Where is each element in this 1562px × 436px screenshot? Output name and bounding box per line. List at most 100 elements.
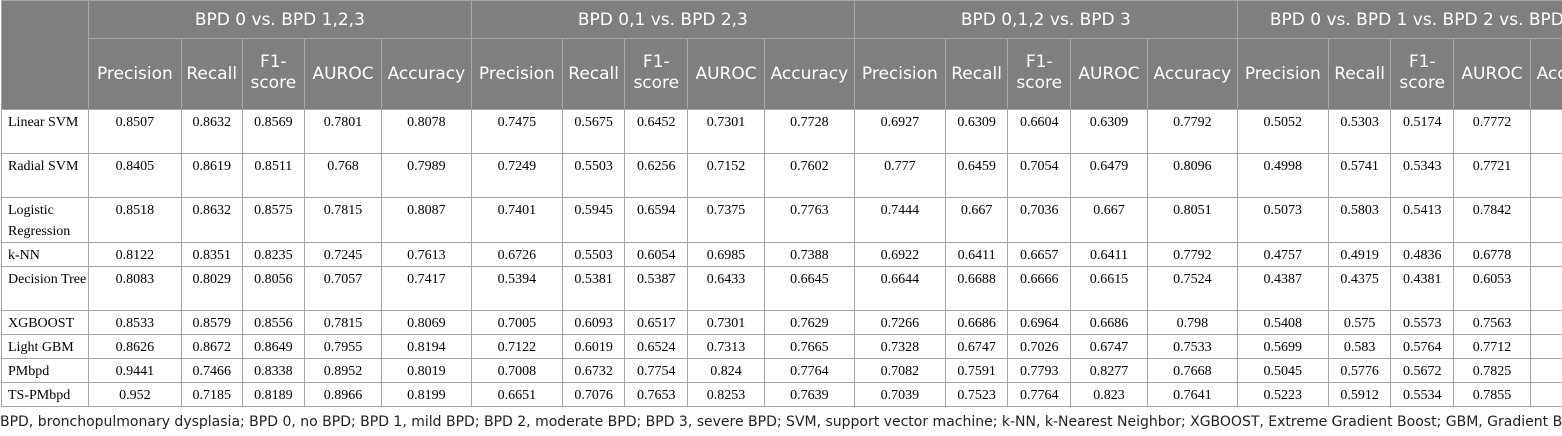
value-cell: 0.9441 [87,358,182,383]
table-row: Light GBM 0.8626 0.8672 0.8649 0.7955 0.8194 0… [1,334,1562,359]
value-cell: 0.7855 [1453,382,1531,407]
value-cell: 0.5413 [1390,197,1455,243]
value-cell: 0.7417 [380,266,472,311]
value-cell: 0.6985 [687,242,765,267]
value-cell: 0.6411 [944,242,1009,267]
value-cell: 0.8632 [180,197,243,243]
value-cell: 0.5741 [1327,153,1392,198]
value-cell: 0.777 [853,153,946,198]
value-cell: 0.6927 [853,109,946,154]
value-cell: 0.7054 [1007,153,1072,198]
value-cell: 0.7039 [853,382,946,407]
value-cell: 0.7076 [561,382,626,407]
value-cell: 0.8575 [241,197,306,243]
value-cell: 0.6309 [944,109,1009,154]
value-cell: 0.8672 [180,334,243,359]
value-cell: 0.6604 [1007,109,1072,154]
value-cell: 0.8952 [304,358,382,383]
value-cell: 0.7185 [180,382,243,407]
metric-header: AUROC [1453,38,1531,110]
value-cell: 0.5503 [561,153,626,198]
metric-header: Precision [1236,38,1329,110]
value-cell: 0.7301 [687,109,765,154]
value-cell: 0.7792 [1146,109,1238,154]
model-name-cell: XGBOOST [1,310,89,335]
value-cell: 0.6644 [853,266,946,311]
value-cell: 0.7665 [763,334,855,359]
value-cell: 0.6688 [944,266,1009,311]
value-cell: 0.7793 [1007,358,1072,383]
value-cell: 0.6964 [1007,310,1072,335]
model-name-cell: Decision Tree [1,266,89,311]
value-cell: 0.5408 [1236,310,1329,335]
value-cell: 0.57 [1529,358,1562,383]
value-cell: 0.6093 [561,310,626,335]
value-cell: 0.57 [1529,310,1562,335]
value-cell: 0.8122 [87,242,182,267]
table-row: TS-PMbpd 0.952 0.7185 0.8189 0.8966 0.8199 0.6… [1,382,1562,407]
model-name-cell: Light GBM [1,334,89,359]
value-cell: 0.5387 [624,266,689,311]
value-cell: 0.7266 [853,310,946,335]
value-cell: 0.7245 [304,242,382,267]
value-cell: 0.7301 [687,310,765,335]
value-cell: 0.5699 [1236,334,1329,359]
metric-header: Recall [561,38,626,110]
model-name-cell: Radial SVM [1,153,89,198]
value-cell: 0.8619 [180,153,243,198]
value-cell: 0.7466 [180,358,243,383]
value-cell: 0.8277 [1070,358,1148,383]
value-cell: 0.6726 [470,242,563,267]
value-cell: 0.8069 [380,310,472,335]
value-cell: 0.5534 [1390,382,1455,407]
table-row: PMbpd 0.9441 0.7466 0.8338 0.8952 0.8019 0.700… [1,358,1562,383]
value-cell: 0.8189 [241,382,306,407]
value-cell: 0.7641 [1146,382,1238,407]
table-row: Decision Tree 0.8083 0.8029 0.8056 0.7057 0.7… [1,266,1562,311]
value-cell: 0.824 [687,358,765,383]
value-cell: 0.6019 [561,334,626,359]
value-cell: 0.7444 [853,197,946,243]
value-cell: 0.7629 [763,310,855,335]
value-cell: 0.6459 [944,153,1009,198]
value-cell: 0.7082 [853,358,946,383]
value-cell: 0.7955 [304,334,382,359]
value-cell: 0.7533 [1146,334,1238,359]
metric-header: AUROC [304,38,382,110]
value-cell: 0.49 [1529,242,1562,267]
value-cell: 0.6666 [1007,266,1072,311]
value-cell: 0.7122 [470,334,563,359]
metric-header: Recall [1327,38,1392,110]
value-cell: 0.4998 [1236,153,1329,198]
value-cell: 0.7772 [1453,109,1531,154]
value-cell: 0.6309 [1070,109,1148,154]
model-name-cell: PMbpd [1,358,89,383]
value-cell: 0.8338 [241,358,306,383]
value-cell: 0.7375 [687,197,765,243]
value-cell: 0.7249 [470,153,563,198]
value-cell: 0.8626 [87,334,182,359]
metric-header: Recall [180,38,243,110]
value-cell: 0.5776 [1327,358,1392,383]
value-cell: 0.6524 [624,334,689,359]
value-cell: 0.6657 [1007,242,1072,267]
value-cell: 0.6452 [624,109,689,154]
value-cell: 0.45 [1529,266,1562,311]
value-cell: 0.8556 [241,310,306,335]
value-cell: 0.8649 [241,334,306,359]
value-cell: 0.7712 [1453,334,1531,359]
value-cell: 0.5223 [1236,382,1329,407]
metric-header: Precision [87,38,182,110]
value-cell: 0.5343 [1390,153,1455,198]
value-cell: 0.6686 [944,310,1009,335]
value-cell: 0.6517 [624,310,689,335]
value-cell: 0.6778 [1453,242,1531,267]
value-cell: 0.583 [1327,334,1392,359]
value-cell: 0.8019 [380,358,472,383]
value-cell: 0.575 [1327,310,1392,335]
value-cell: 0.8078 [380,109,472,154]
table-row: Logistic Regression 0.8518 0.8632 0.8575 0.7… [1,197,1562,243]
value-cell: 0.8632 [180,109,243,154]
value-cell: 0.8966 [304,382,382,407]
value-cell: 0.8029 [180,266,243,311]
